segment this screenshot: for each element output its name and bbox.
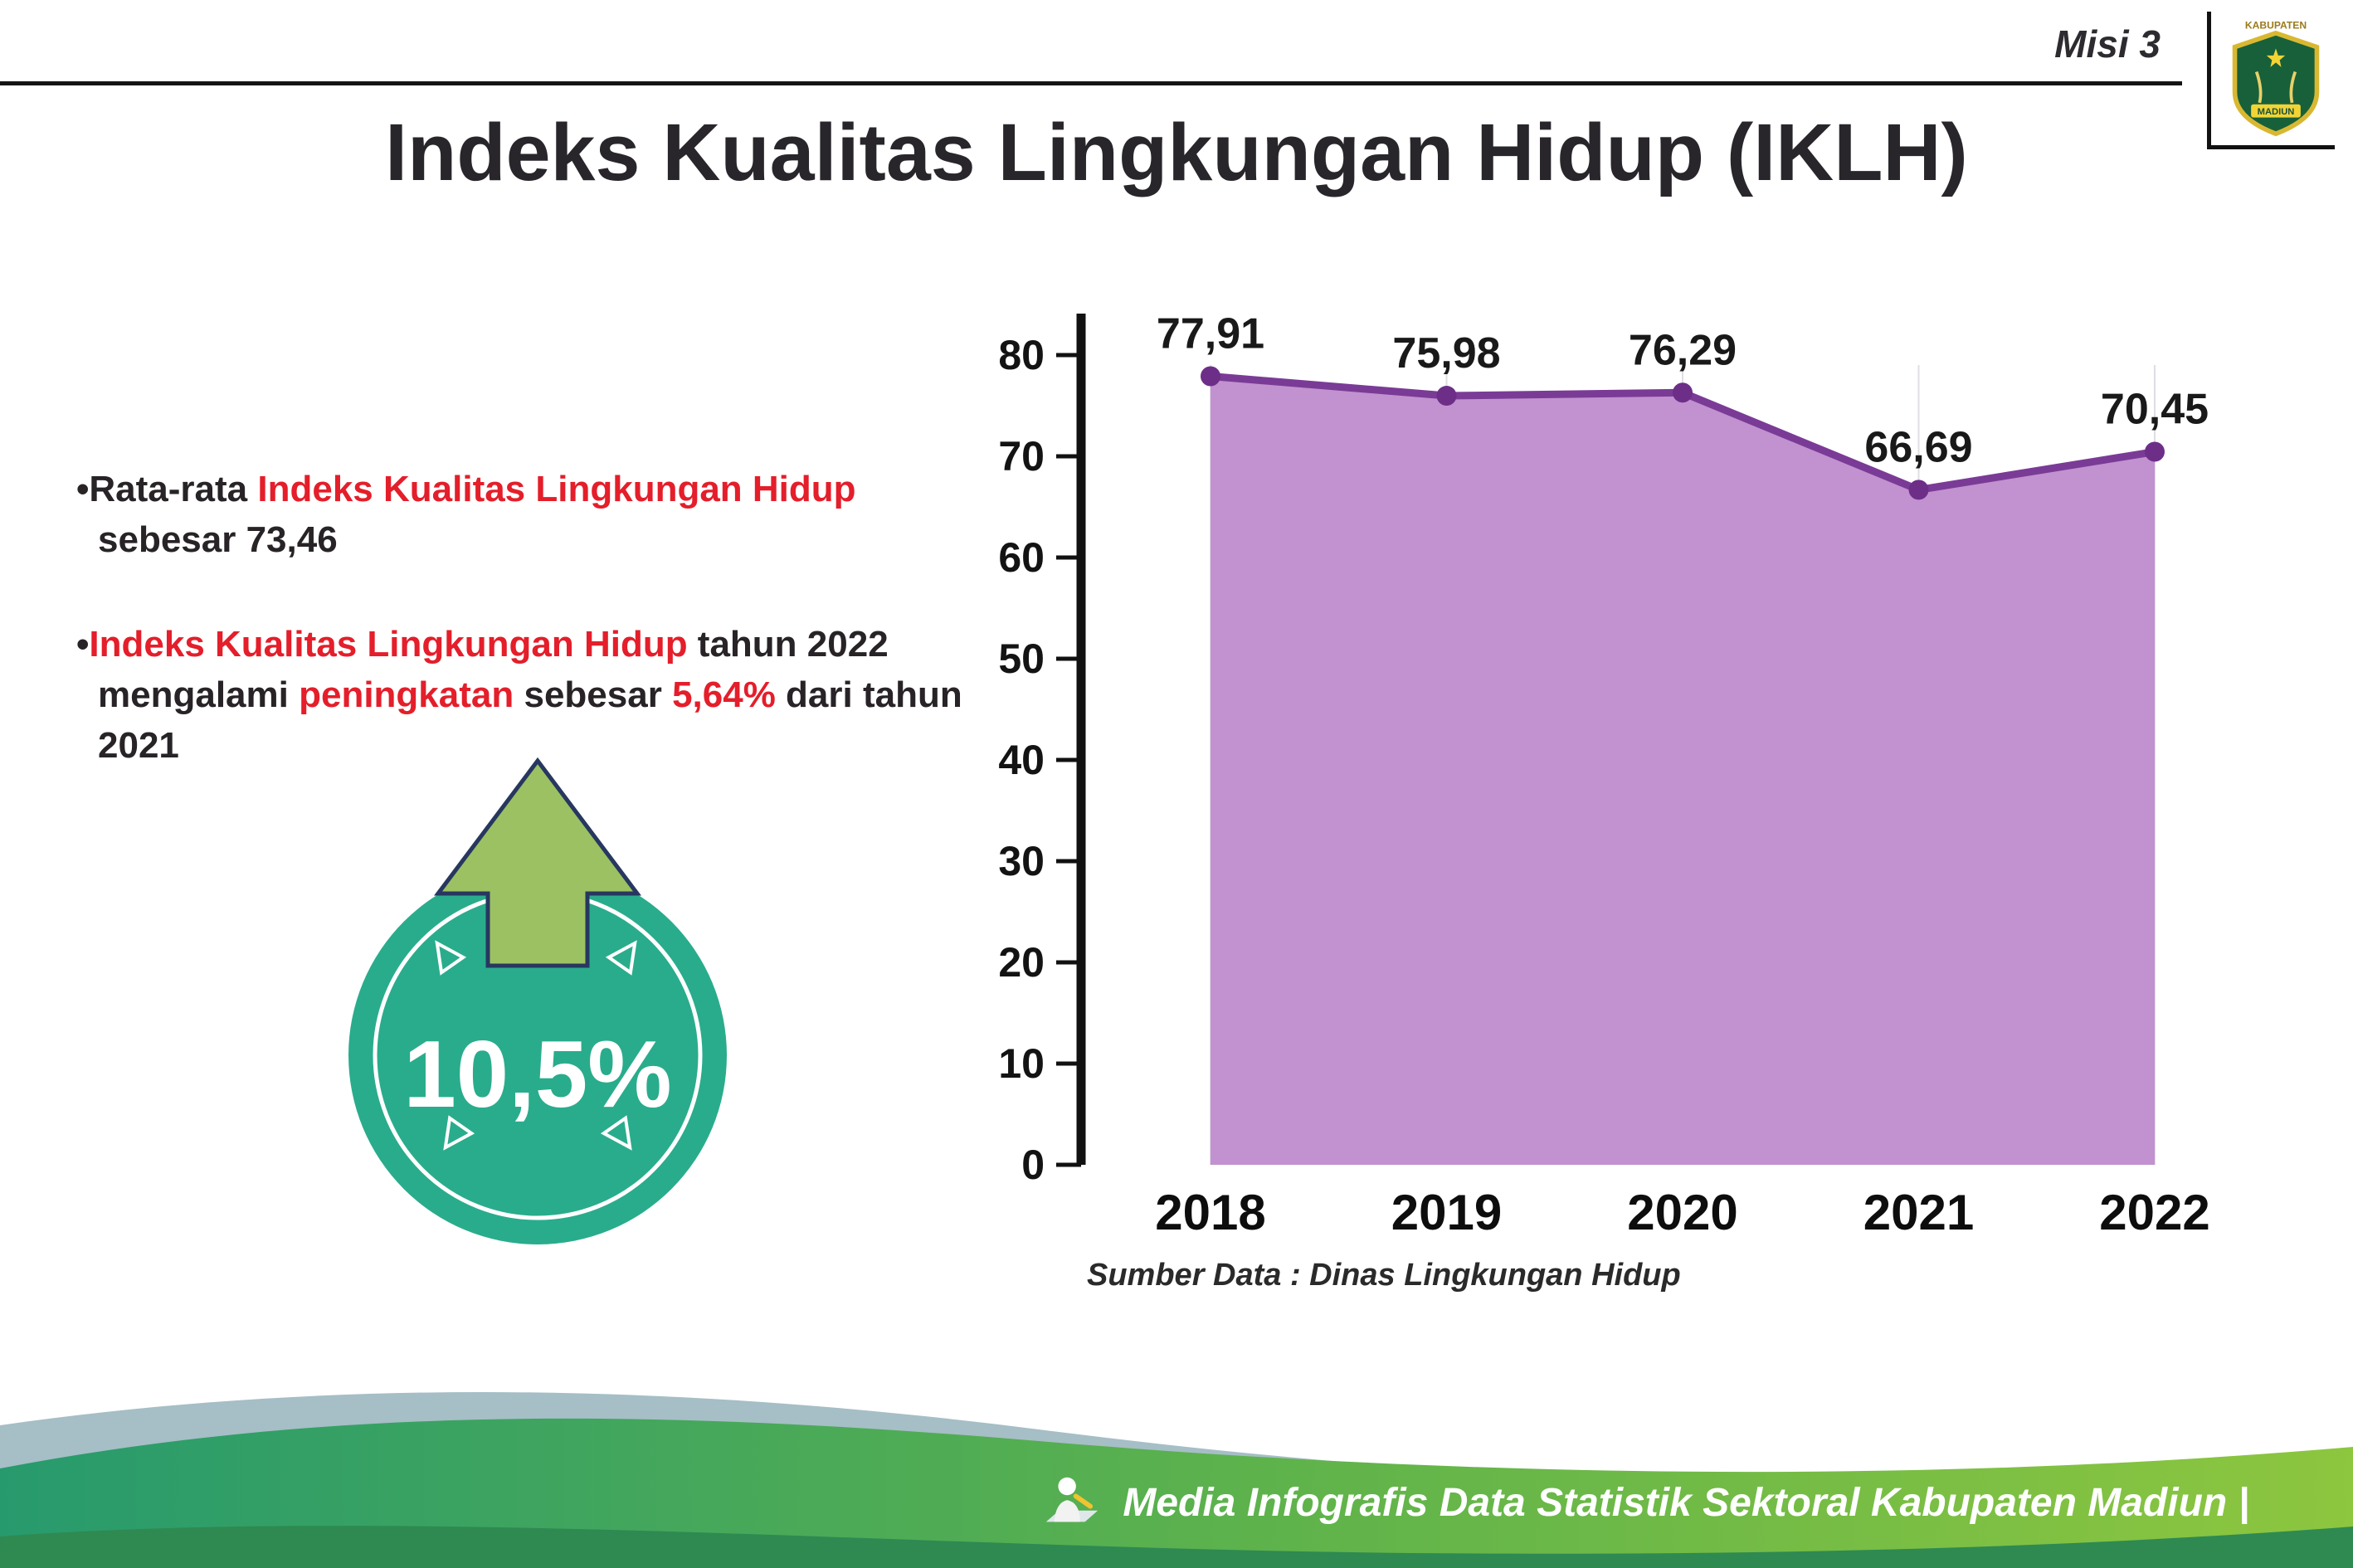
header-rule — [0, 81, 2182, 85]
data-point — [1436, 386, 1457, 407]
x-year-label: 2019 — [1391, 1185, 1502, 1240]
value-label: 76,29 — [1629, 326, 1737, 374]
badge-triangle-decorations — [435, 940, 637, 1151]
y-tick-label: 20 — [998, 939, 1045, 986]
data-source: Sumber Data : Dinas Lingkungan Hidup — [1087, 1258, 1681, 1293]
bullet-average-iklh: •Rata-rata Indeks Kualitas Lingkungan Hi… — [76, 465, 985, 565]
bullet-text: sebesar 73,46 — [98, 519, 338, 560]
data-point — [1908, 480, 1929, 500]
y-tick-label: 30 — [998, 838, 1045, 884]
value-label: 75,98 — [1392, 329, 1500, 377]
increase-badge: 10,5% — [348, 757, 727, 1244]
crest-frame: KABUPATEN MADIUN — [2207, 12, 2335, 149]
data-point — [2145, 441, 2165, 462]
x-year-label: 2021 — [1863, 1185, 1974, 1240]
y-tick-label: 40 — [998, 737, 1045, 783]
x-year-label: 2020 — [1627, 1185, 1737, 1240]
value-label: 70,45 — [2101, 386, 2209, 434]
bullet-text: tahun 2022 mengalami — [98, 624, 889, 716]
up-arrow-icon — [434, 757, 641, 968]
kabupaten-madiun-crest-icon: KABUPATEN MADIUN — [2232, 19, 2320, 137]
y-tick-label: 60 — [998, 534, 1045, 581]
y-tick-label: 0 — [1021, 1142, 1045, 1188]
bullet-text: •Rata-rata — [76, 469, 258, 509]
bullet-text: sebesar — [514, 674, 673, 716]
y-tick-label: 50 — [998, 635, 1045, 682]
crest-bottom-text: MADIUN — [2258, 107, 2295, 117]
y-tick-label: 70 — [998, 433, 1045, 480]
crest-rice-right — [2289, 71, 2297, 104]
footer-credit: Media Infografis Data Statistik Sektoral… — [1040, 1470, 2249, 1535]
data-point — [1201, 366, 1220, 387]
x-year-label: 2018 — [1155, 1185, 1265, 1240]
iklh-chart: 0 10 20 30 40 50 60 70 80 2018 2019 2020 2021 2022 77,… — [954, 307, 2315, 1303]
value-label: 77,91 — [1157, 309, 1264, 358]
x-year-label: 2022 — [2099, 1185, 2209, 1240]
bullet-increase-2022: •Indeks Kualitas Lingkungan Hidup tahun … — [76, 620, 985, 771]
key-points: •Rata-rata Indeks Kualitas Lingkungan Hi… — [76, 465, 985, 826]
y-tick-label: 10 — [998, 1040, 1045, 1087]
crest-rice-left — [2254, 71, 2263, 104]
bullet-text-highlight: Indeks Kualitas Lingkungan Hidup — [89, 624, 688, 665]
page-title: Indeks Kualitas Lingkungan Hidup (IKLH) — [385, 107, 1968, 197]
bullet-text: dari tahun 2021 — [98, 674, 962, 766]
crest-top-text: KABUPATEN — [2245, 19, 2307, 31]
iklh-area-chart: 0 10 20 30 40 50 60 70 80 2018 2019 2020 2021 2022 77,… — [998, 309, 2209, 1240]
crest-ribbon — [2251, 104, 2301, 118]
badge-value: 10,5% — [403, 1022, 671, 1127]
bullet-text-highlight: peningkatan — [299, 674, 514, 716]
writer-icon — [1046, 1477, 1099, 1522]
footer-waves — [0, 1391, 2353, 1568]
bullet-text-highlight: 5,64% — [672, 674, 776, 716]
crest-star-icon — [2266, 48, 2286, 67]
misi-label: Misi 3 — [2054, 22, 2161, 66]
y-tick-label: 80 — [998, 332, 1045, 378]
value-label: 66,69 — [1864, 423, 1972, 471]
bullet-text-highlight: Indeks Kualitas Lingkungan Hidup — [257, 469, 856, 509]
footer-credit-text: Media Infografis Data Statistik Sektoral… — [1123, 1480, 2249, 1525]
area-fill — [1211, 376, 2155, 1165]
data-point — [1673, 382, 1693, 403]
wave-dark-green — [0, 1526, 2353, 1568]
bullet-marker: • — [76, 624, 90, 665]
